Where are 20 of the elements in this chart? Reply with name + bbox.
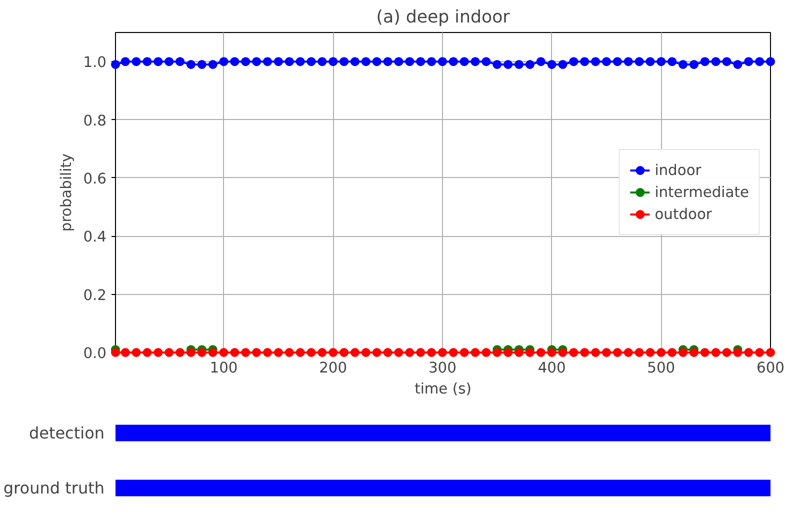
y-tick-label: 0.2 — [83, 286, 107, 304]
legend-label: indoor — [654, 162, 702, 178]
x-tick-label: 500 — [647, 360, 676, 376]
y-tick-label: 0.0 — [83, 345, 107, 362]
y-tick-label: 0.4 — [83, 228, 107, 246]
y-tick-label: 0.8 — [83, 112, 107, 130]
x-tick-label: 100 — [210, 360, 238, 376]
x-tick-label: 300 — [428, 360, 456, 376]
x-tick-label: 200 — [319, 360, 348, 376]
y-tick-label: 0.6 — [83, 170, 107, 188]
legend-label: outdoor — [654, 206, 712, 222]
y-tick-label: 1.0 — [83, 54, 107, 72]
legend-label: intermediate — [654, 184, 749, 200]
x-axis-title: time (s) — [414, 380, 472, 398]
chart-title: (a) deep indoor — [376, 8, 511, 28]
y-tick-label: ground truth — [3, 478, 105, 498]
y-axis-title: probability — [58, 153, 76, 232]
y-tick-label: detection — [28, 424, 104, 442]
x-tick-label: 600 — [756, 360, 784, 376]
x-tick-label: 400 — [538, 360, 566, 376]
